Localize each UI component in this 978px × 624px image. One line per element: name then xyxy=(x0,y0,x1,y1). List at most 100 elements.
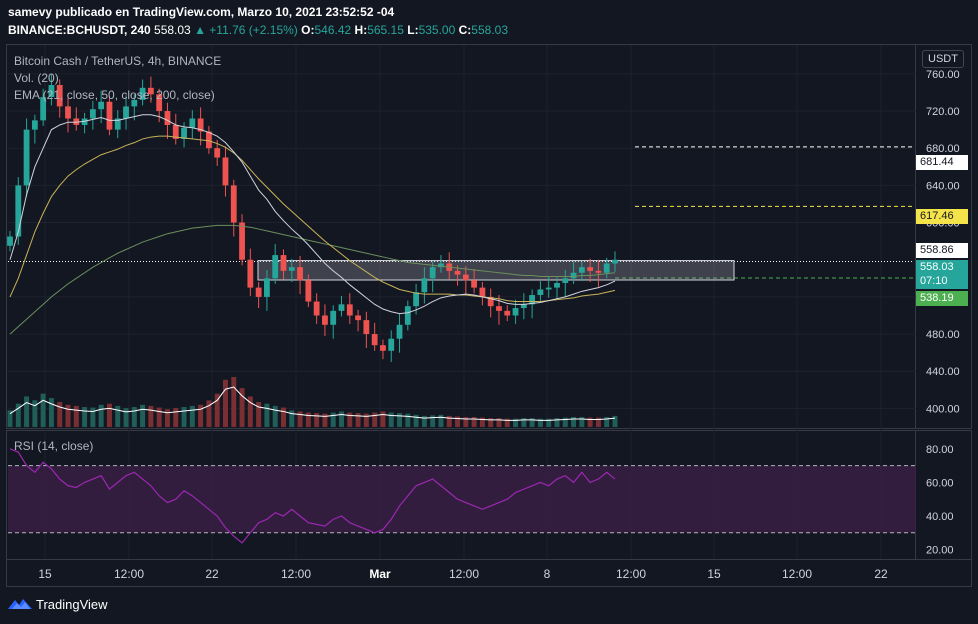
volume-bar xyxy=(529,418,535,427)
candle-body xyxy=(380,345,386,351)
tradingview-brand[interactable]: TradingView xyxy=(8,597,108,614)
rsi-line xyxy=(9,448,616,544)
candle-body xyxy=(603,263,610,273)
price-axis[interactable] xyxy=(916,44,972,429)
candle-body xyxy=(264,278,270,297)
volume-bar xyxy=(7,410,13,427)
candle-body xyxy=(131,99,138,107)
volume-bar xyxy=(397,413,403,427)
price-tick-label: 400.00 xyxy=(926,403,960,415)
volume-bar xyxy=(380,411,386,427)
price-tick-label: 680.00 xyxy=(926,143,960,155)
candle-body xyxy=(413,292,419,307)
rsi-axis[interactable] xyxy=(916,430,972,560)
volume-bar xyxy=(537,418,543,427)
level-tag-681: 681.44 xyxy=(916,155,968,170)
candle-body xyxy=(98,101,105,110)
volume-bar xyxy=(347,412,353,427)
volume-bar xyxy=(15,403,21,427)
chart-title: Bitcoin Cash / TetherUS, 4h, BINANCE xyxy=(14,54,222,68)
volume-bar xyxy=(123,408,129,427)
ema-legend: EMA (21, close, 50, close, 200, close) xyxy=(14,88,215,102)
time-tick-label: 15 xyxy=(38,567,52,581)
price-pane[interactable] xyxy=(6,44,916,429)
currency-button[interactable]: USDT xyxy=(922,50,964,68)
candle-body xyxy=(7,236,13,246)
candle-body xyxy=(172,124,179,139)
volume-bar xyxy=(214,393,220,427)
volume-bar xyxy=(579,417,585,427)
rsi-tick-label: 40.00 xyxy=(926,511,954,523)
candle-body xyxy=(595,270,602,273)
volume-bar xyxy=(57,402,63,427)
rsi-tick-label: 20.00 xyxy=(926,545,954,557)
tradingview-logo-icon xyxy=(8,597,32,614)
candle-body xyxy=(147,87,154,95)
candle-body xyxy=(15,185,22,237)
candle-body xyxy=(587,267,594,271)
countdown-tag: 07:10 xyxy=(916,274,968,289)
candle-body xyxy=(65,106,71,119)
volume-bar xyxy=(413,414,419,427)
candle-body xyxy=(330,310,337,325)
rsi-tick-label: 60.00 xyxy=(926,477,954,489)
candle-body xyxy=(496,306,502,311)
time-tick-label: 22 xyxy=(874,567,888,581)
candle-body xyxy=(612,259,618,264)
volume-bar xyxy=(40,393,46,427)
candle-body xyxy=(123,106,129,119)
candle-body xyxy=(272,255,279,279)
candle-body xyxy=(23,129,30,186)
candle-body xyxy=(139,87,146,100)
candle-body xyxy=(322,315,328,325)
volume-bar xyxy=(247,396,253,427)
volume-bar xyxy=(562,417,568,427)
volume-bar xyxy=(388,412,394,427)
rsi-band xyxy=(8,465,916,533)
volume-bar xyxy=(222,379,228,427)
time-axis[interactable] xyxy=(6,560,972,587)
candle-body xyxy=(214,148,221,158)
price-tick-label: 440.00 xyxy=(926,366,960,378)
candle-body xyxy=(31,120,38,130)
candle-body xyxy=(537,289,544,296)
candle-body xyxy=(504,310,511,316)
open-value: 546.42 xyxy=(314,23,352,37)
volume-bar xyxy=(231,377,237,427)
price-change: ▲ +11.76 (+2.15%) xyxy=(194,23,298,37)
volume-bar xyxy=(256,402,262,427)
volume-bar xyxy=(164,409,170,427)
price-tick-label: 640.00 xyxy=(926,180,960,192)
candle-body xyxy=(438,263,444,268)
volume-bar xyxy=(156,407,162,427)
candle-body xyxy=(462,274,469,281)
candle-body xyxy=(89,109,96,119)
candle-body xyxy=(554,282,560,288)
volume-bar xyxy=(554,418,560,427)
candle-body xyxy=(48,85,55,98)
candle-body xyxy=(255,287,262,297)
close-value: 558.03 xyxy=(471,23,508,37)
time-tick-label: 12:00 xyxy=(281,567,311,581)
volume-bar xyxy=(32,400,38,427)
volume-legend: Vol. (20) xyxy=(14,71,59,85)
candle-body xyxy=(479,287,486,297)
volume-bar xyxy=(612,415,618,427)
last-price: 558.03 xyxy=(154,23,191,37)
volume-bar xyxy=(504,418,510,427)
rsi-legend: RSI (14, close) xyxy=(14,439,94,453)
volume-bar xyxy=(181,407,187,427)
volume-bar xyxy=(82,407,88,427)
volume-bar xyxy=(272,405,278,427)
volume-bar xyxy=(189,405,195,427)
volume-bar xyxy=(281,407,286,427)
high-value: 565.15 xyxy=(367,23,404,37)
volume-bar xyxy=(463,417,469,427)
level-tag-558-86: 558.86 xyxy=(916,243,968,258)
volume-bar xyxy=(297,411,303,427)
volume-bar xyxy=(48,398,54,427)
candle-body xyxy=(206,131,212,149)
candle-body xyxy=(40,97,47,121)
volume-bar xyxy=(148,405,154,427)
candle-body xyxy=(189,118,196,128)
